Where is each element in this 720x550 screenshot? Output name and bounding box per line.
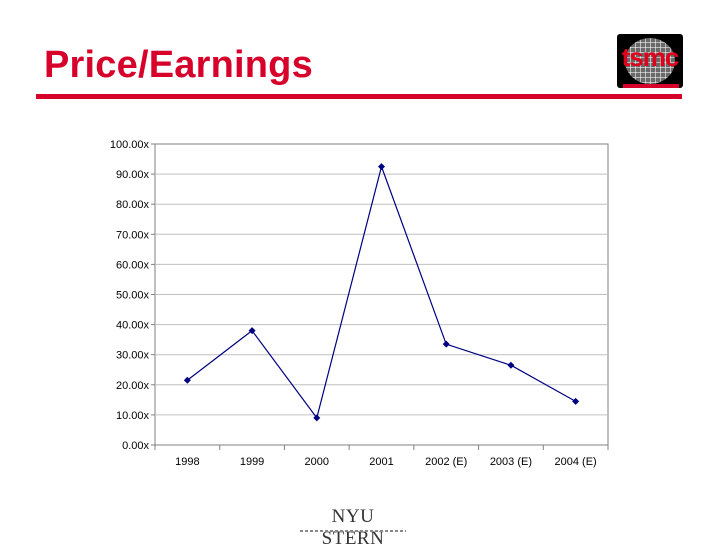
- y-tick-label: 90.00x: [116, 169, 150, 181]
- data-point: [248, 327, 256, 335]
- logo-tagline-line: [300, 530, 406, 532]
- y-tick-label: 80.00x: [116, 199, 150, 211]
- data-point: [442, 340, 450, 348]
- y-tick-label: 10.00x: [116, 410, 150, 422]
- y-tick-label: 70.00x: [116, 229, 150, 241]
- x-tick-label: 2002 (E): [425, 456, 467, 468]
- y-tick-label: 60.00x: [116, 259, 150, 271]
- y-tick-label: 30.00x: [116, 350, 150, 362]
- x-tick-label: 1998: [175, 456, 199, 468]
- x-tick-label: 2004 (E): [555, 456, 597, 468]
- y-tick-label: 40.00x: [116, 320, 150, 332]
- logo-underline: [623, 84, 679, 88]
- data-point: [572, 397, 580, 405]
- tsmc-logo: tsmc: [617, 34, 683, 88]
- x-tick-label: 1999: [240, 456, 264, 468]
- title-underline: [36, 94, 682, 99]
- x-tick-label: 2000: [305, 456, 329, 468]
- nyu-stern-logo: NYU STERN: [298, 500, 408, 549]
- x-tick-label: 2001: [369, 456, 393, 468]
- nyu-stern-logo-text: NYU STERN: [321, 506, 385, 549]
- x-tick-label: 2003 (E): [490, 456, 532, 468]
- data-point: [378, 163, 385, 171]
- y-tick-label: 100.00x: [110, 139, 150, 151]
- slide-title: Price/Earnings: [44, 44, 313, 86]
- data-point: [313, 414, 321, 422]
- data-point: [183, 376, 191, 384]
- data-point: [507, 361, 515, 369]
- tsmc-logo-text: tsmc: [621, 42, 680, 72]
- y-tick-label: 50.00x: [116, 290, 150, 302]
- wafer-grid-icon: [625, 38, 675, 84]
- y-tick-label: 0.00x: [122, 440, 149, 452]
- y-tick-label: 20.00x: [116, 380, 150, 392]
